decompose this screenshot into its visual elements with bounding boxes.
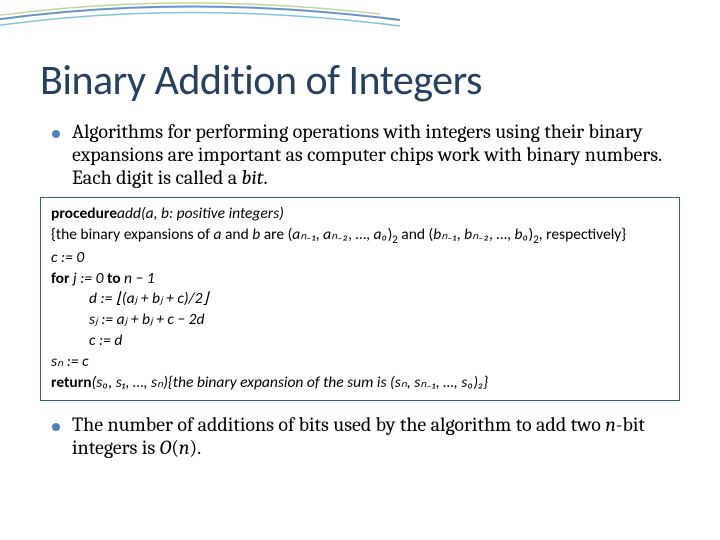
slide-content: Binary Addition of Integers Algorithms f…: [0, 0, 720, 487]
algo-line-7: c := d: [51, 331, 669, 352]
algo-line-6: sⱼ := aⱼ + bⱼ + c − 2d: [51, 310, 669, 331]
algo-line-2: {the binary expansions of a and b are (a…: [51, 225, 669, 248]
algo-line-5: d := ⌊(aⱼ + bⱼ + c)/2⌋: [51, 289, 669, 310]
bullet-dot: [52, 130, 60, 138]
bullet-item-1: Algorithms for performing operations wit…: [40, 120, 680, 189]
algo-line-3: c := 0: [51, 248, 669, 269]
algorithm-box: procedureadd(a, b: positive integers) {t…: [40, 197, 680, 401]
bullet-text-2: The number of additions of bits used by …: [72, 413, 680, 459]
algo-line-8: sₙ := c: [51, 352, 669, 373]
bullet-item-2: The number of additions of bits used by …: [40, 413, 680, 459]
algo-line-1: procedureadd(a, b: positive integers): [51, 204, 669, 225]
algo-line-9: return(s₀, s₁, …, sₙ){the binary expansi…: [51, 373, 669, 394]
algo-line-4: for j := 0 to n − 1: [51, 269, 669, 290]
bullet-dot: [52, 423, 60, 431]
slide-title: Binary Addition of Integers: [40, 55, 680, 106]
bullet-text-1: Algorithms for performing operations wit…: [72, 120, 680, 189]
